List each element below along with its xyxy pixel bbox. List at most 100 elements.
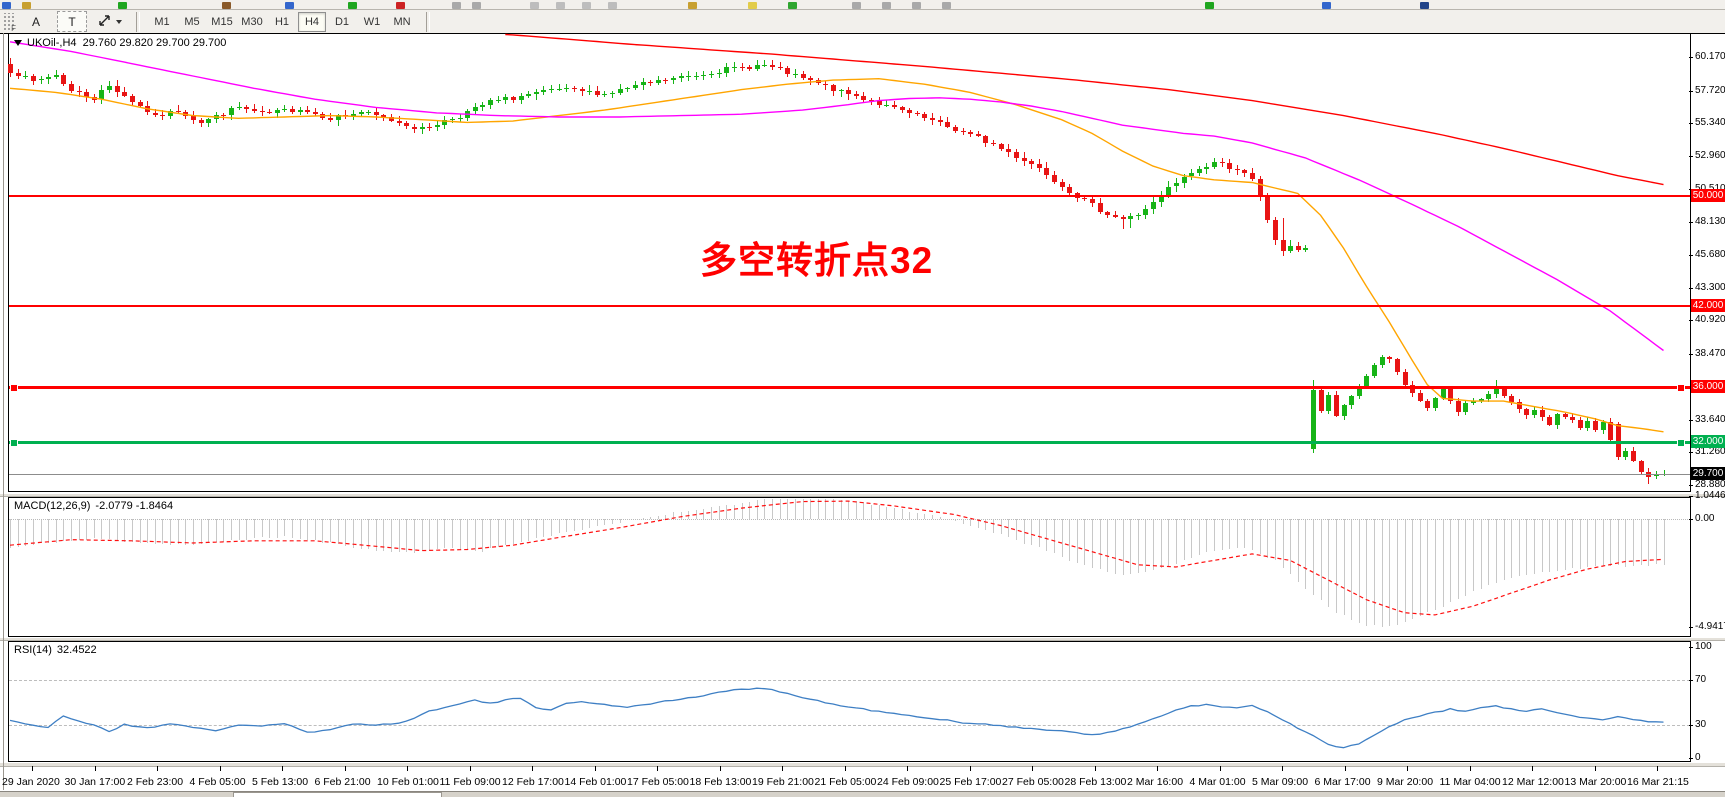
symbol-dropdown-icon[interactable] — [14, 40, 22, 46]
toolbar-icon[interactable] — [222, 2, 231, 9]
price-level-line-50.000[interactable] — [9, 195, 1690, 198]
toolbar-top-clipped — [0, 0, 1725, 10]
toolbar-icon[interactable] — [530, 2, 539, 9]
time-tick — [1094, 766, 1096, 771]
macd-axis-label: 0.00 — [1695, 513, 1715, 524]
price-tick-label: 48.130 — [1695, 215, 1725, 227]
crosshair-arrows-icon — [97, 13, 112, 31]
toolbar-icon[interactable] — [1420, 2, 1429, 9]
time-label: 25 Feb 17:00 — [939, 776, 1002, 788]
toolbar-icon[interactable] — [608, 2, 617, 9]
toolbar-icon[interactable] — [882, 2, 891, 9]
timeframe-m5-button[interactable]: M5 — [184, 15, 200, 28]
time-label: 2 Feb 23:00 — [127, 776, 184, 788]
timeframe-m15-button[interactable]: M15 — [211, 15, 233, 28]
chart-title: UKOil-,H4 29.760 29.820 29.700 29.700 — [14, 37, 226, 49]
timeframe-mn-button[interactable]: MN — [393, 15, 411, 28]
time-label: 14 Feb 01:00 — [564, 776, 627, 788]
axis-tick — [1689, 419, 1693, 421]
axis-tick — [1689, 724, 1693, 726]
toolbar-icon[interactable] — [396, 2, 405, 9]
rsi-axis-label: 0 — [1695, 752, 1701, 763]
axis-tick — [1689, 519, 1693, 520]
toolbar-icon[interactable] — [748, 2, 757, 9]
toolbar-icon[interactable] — [348, 2, 357, 9]
rsi-level-30 — [9, 724, 1690, 726]
price-axis: 60.170 57.720 55.340 52.960 50.510 48.130 45.6… — [1689, 0, 1725, 797]
chart-text-annotation[interactable]: 多空转折点32 — [700, 240, 934, 281]
toolbar-icon[interactable] — [788, 2, 797, 9]
time-label: 4 Feb 05:00 — [189, 776, 246, 788]
pane-splitter[interactable] — [0, 493, 1725, 497]
time-label: 16 Mar 21:15 — [1627, 776, 1689, 788]
pane-splitter[interactable] — [0, 637, 1725, 641]
price-level-line-32.000[interactable] — [9, 438, 1690, 447]
level-handle[interactable] — [1677, 383, 1685, 392]
time-tick — [157, 766, 158, 771]
toolbar-icon[interactable] — [472, 2, 481, 9]
price-tick-label: 55.340 — [1695, 117, 1725, 129]
time-tick — [1532, 766, 1533, 771]
window-left-edge — [3, 33, 4, 790]
cursor-tool-button[interactable] — [93, 11, 126, 32]
timeframe-w1-button[interactable]: W1 — [363, 15, 381, 28]
price-tick-label: 28.880 — [1695, 478, 1725, 490]
time-label: 5 Feb 13:00 — [252, 776, 309, 788]
time-label: 13 Mar 20:00 — [1564, 776, 1627, 788]
toolbar-icon[interactable] — [556, 2, 565, 9]
level-handle[interactable] — [10, 383, 18, 392]
price-tick-label: 50.510 — [1695, 183, 1725, 194]
axis-tick — [1689, 320, 1693, 322]
time-tick — [719, 766, 721, 771]
level-handle[interactable] — [10, 438, 18, 447]
toolbar-icon[interactable] — [942, 2, 951, 9]
timeframe-d1-button[interactable]: D1 — [334, 15, 350, 28]
time-label: 5 Mar 09:00 — [1252, 776, 1309, 788]
toolbar-icon[interactable] — [688, 2, 697, 9]
level-handle[interactable] — [1677, 438, 1685, 447]
toolbar-separator — [426, 11, 430, 32]
pane-splitter[interactable] — [0, 762, 1725, 767]
time-label: 19 Feb 21:00 — [752, 776, 814, 788]
toolbar-grip[interactable]: F — [2, 12, 16, 33]
toolbar-icon[interactable] — [452, 2, 461, 9]
time-tick — [32, 766, 33, 771]
toolbar-icon[interactable] — [2, 2, 11, 9]
timeframe-m30-button[interactable]: M30 — [241, 15, 263, 28]
toolbar-icon[interactable] — [1205, 2, 1214, 9]
axis-tick — [1689, 255, 1693, 257]
time-label: 6 Mar 17:00 — [1314, 776, 1371, 788]
timeframe-h1-button[interactable]: H1 — [274, 15, 290, 28]
toolbar-icon[interactable] — [582, 2, 591, 9]
toolbar-icon[interactable] — [1322, 2, 1331, 9]
axis-tick — [1689, 647, 1693, 648]
grip-label: F — [11, 23, 16, 33]
toolbar-icon[interactable] — [285, 2, 294, 9]
price-tick-label: 31.260 — [1695, 446, 1725, 458]
price-level-line-42.000[interactable] — [9, 304, 1690, 307]
time-tick — [844, 766, 846, 771]
time-label: 12 Feb 17:00 — [502, 776, 564, 788]
time-tick — [907, 766, 908, 771]
quote-values: 29.760 29.820 29.700 29.700 — [82, 37, 227, 49]
arrow-tool-button[interactable]: A — [31, 14, 40, 29]
toolbar-icon[interactable] — [22, 2, 31, 9]
time-tick — [1282, 766, 1283, 771]
price-tick-label: 38.470 — [1695, 347, 1725, 359]
axis-tick — [1689, 90, 1693, 92]
time-axis[interactable]: 29 Jan 2020 30 Jan 17:00 2 Feb 23:00 4 Feb … — [0, 766, 1725, 790]
toolbar-icon[interactable] — [852, 2, 861, 9]
rsi-axis-label: 70 — [1695, 674, 1707, 686]
axis-tick — [1689, 626, 1693, 628]
timeframe-h4-button[interactable]: H4 — [298, 11, 326, 32]
toolbar-icon[interactable] — [912, 2, 921, 9]
time-label: 9 Mar 20:00 — [1377, 776, 1434, 788]
text-tool-button[interactable]: T — [57, 11, 87, 32]
price-level-line-36.000[interactable] — [9, 383, 1690, 392]
time-tick — [282, 766, 283, 771]
time-label: 11 Feb 09:00 — [439, 776, 501, 788]
bid-price-line — [9, 473, 1690, 475]
toolbar-icon[interactable] — [118, 2, 127, 9]
timeframe-m1-button[interactable]: M1 — [154, 15, 170, 28]
